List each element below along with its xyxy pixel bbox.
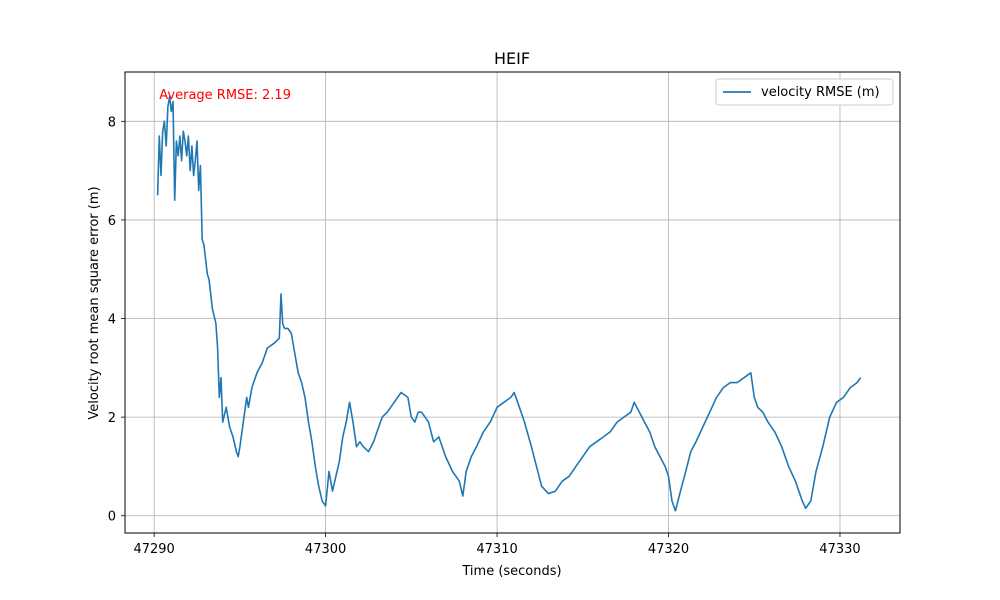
legend: velocity RMSE (m) <box>715 78 894 106</box>
x-tick-label: 47330 <box>819 542 860 557</box>
average-rmse-annotation: Average RMSE: 2.19 <box>159 88 291 103</box>
x-tick-label: 47310 <box>476 542 517 557</box>
grid-layer <box>125 72 900 533</box>
x-tick-label: 47290 <box>133 542 174 557</box>
x-tick-label: 47300 <box>305 542 346 557</box>
ticks-layer: 47290 47300 47310 47320 47330 0 2 4 6 8 <box>108 115 861 557</box>
y-tick-label: 8 <box>108 115 116 130</box>
y-tick-label: 0 <box>108 510 116 525</box>
legend-box <box>715 78 894 106</box>
y-tick-label: 2 <box>108 411 116 426</box>
x-tick-label: 47320 <box>648 542 689 557</box>
series-line-velocity-rmse <box>156 95 862 512</box>
y-tick-label: 4 <box>108 313 116 328</box>
chart-title: HEIF <box>494 49 530 68</box>
axes-frame <box>124 71 901 534</box>
x-axis-label: Time (seconds) <box>461 564 561 579</box>
y-axis-label: Velocity root mean square error (m) <box>87 186 102 419</box>
legend-label: velocity RMSE (m) <box>761 85 880 100</box>
y-tick-label: 6 <box>108 214 116 229</box>
